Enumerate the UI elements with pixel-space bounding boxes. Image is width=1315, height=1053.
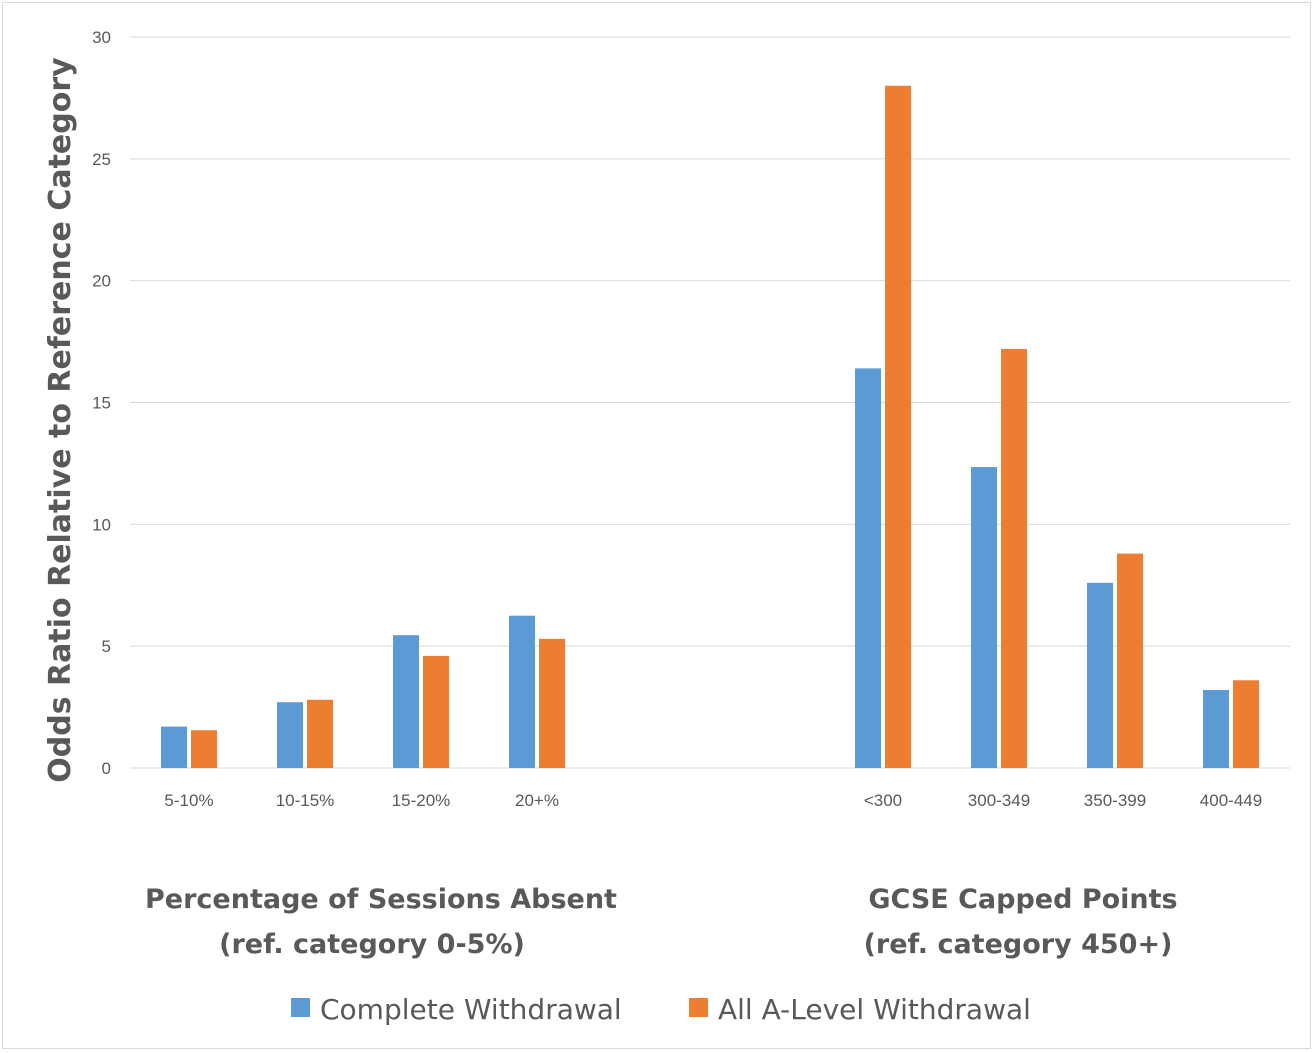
legend-swatch-all-a-level-withdrawal <box>689 998 708 1017</box>
x-tick-label-2: 15-20% <box>392 791 451 810</box>
bar-all-a-level-withdrawal-5 <box>1001 348 1027 768</box>
y-tick-label-0: 0 <box>102 759 111 778</box>
bar-complete-withdrawal-5 <box>971 467 997 768</box>
y-axis-ticks: 0 5 10 15 20 25 30 <box>92 28 111 778</box>
legend-label-all-a-level-withdrawal: All A-Level Withdrawal <box>718 993 1031 1026</box>
bar-all-a-level-withdrawal-4 <box>885 85 911 768</box>
y-tick-label-5: 5 <box>102 637 111 656</box>
bar-all-a-level-withdrawal-6 <box>1117 553 1143 768</box>
x-tick-label-6: 350-399 <box>1084 791 1146 810</box>
bar-complete-withdrawal-1 <box>277 702 303 768</box>
y-axis-label: Odds Ratio Relative to Reference Categor… <box>43 57 78 783</box>
bar-all-a-level-withdrawal-0 <box>191 730 217 768</box>
x-tick-label-7: 400-449 <box>1200 791 1262 810</box>
x-tick-label-1: 10-15% <box>276 791 335 810</box>
group-title-gcse: GCSE Capped Points <box>868 884 1177 915</box>
group-subtitle-absence: (ref. category 0-5%) <box>219 929 525 960</box>
x-tick-label-3: 20+% <box>515 791 559 810</box>
y-tick-label-30: 30 <box>92 28 111 47</box>
x-tick-label-0: 5-10% <box>164 791 213 810</box>
y-tick-label-20: 20 <box>92 272 111 291</box>
bar-complete-withdrawal-2 <box>393 635 419 768</box>
bar-complete-withdrawal-4 <box>855 368 881 768</box>
x-axis-ticks: 5-10% 10-15% 15-20% 20+% <300 300-349 350-399 4… <box>164 791 1262 810</box>
gridlines <box>130 36 1290 769</box>
y-tick-label-10: 10 <box>92 515 111 534</box>
bar-all-a-level-withdrawal-3 <box>539 638 565 768</box>
bar-all-a-level-withdrawal-1 <box>307 699 333 768</box>
x-tick-label-5: 300-349 <box>968 791 1030 810</box>
bar-complete-withdrawal-3 <box>509 615 535 768</box>
legend: Complete Withdrawal All A-Level Withdraw… <box>291 993 1031 1026</box>
legend-label-complete-withdrawal: Complete Withdrawal <box>320 993 622 1026</box>
bar-complete-withdrawal-6 <box>1087 582 1113 768</box>
bar-complete-withdrawal-0 <box>161 726 187 768</box>
legend-swatch-complete-withdrawal <box>291 998 310 1017</box>
y-tick-label-25: 25 <box>92 150 111 169</box>
bars <box>161 85 1259 768</box>
y-tick-label-15: 15 <box>92 394 111 413</box>
x-tick-label-4: <300 <box>864 791 902 810</box>
group-subtitle-gcse: (ref. category 450+) <box>864 929 1173 960</box>
group-title-absence: Percentage of Sessions Absent <box>145 884 617 915</box>
bar-all-a-level-withdrawal-2 <box>423 655 449 768</box>
bar-all-a-level-withdrawal-7 <box>1233 680 1259 768</box>
bar-complete-withdrawal-7 <box>1203 690 1229 768</box>
